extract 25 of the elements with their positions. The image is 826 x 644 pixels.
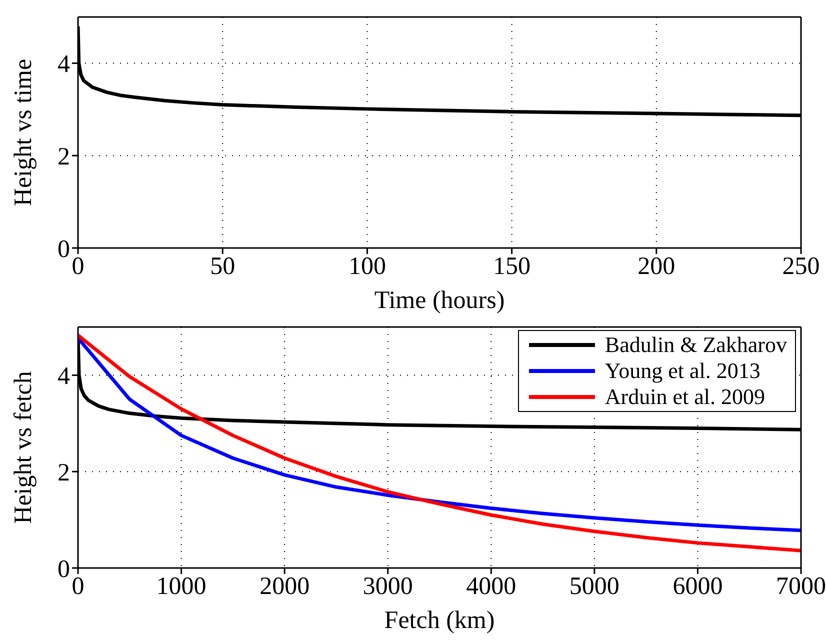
y-tick-label: 4 [58, 363, 70, 390]
x-tick-label: 7000 [776, 572, 826, 600]
y-tick-label: 2 [58, 459, 70, 486]
y-tick-label: 0 [58, 556, 70, 583]
x-tick-label: 5000 [569, 572, 620, 600]
x-tick-label: 1000 [156, 572, 206, 600]
x-tick-label: 100 [348, 252, 386, 280]
y-tick-label: 4 [58, 51, 70, 78]
x-tick-label: 50 [210, 252, 236, 280]
x-tick-label: 3000 [362, 572, 413, 600]
y-tick-label: 2 [58, 143, 70, 170]
x-tick-label: 150 [493, 252, 531, 280]
x-tick-label: 6000 [672, 572, 723, 600]
x-tick-label: 200 [638, 252, 676, 280]
x-tick-label: 2000 [260, 572, 310, 600]
y-axis-title: Height vs time [10, 58, 37, 206]
x-tick-label: 250 [782, 252, 820, 280]
x-axis-title: Time (hours) [374, 287, 505, 314]
x-tick-label: 4000 [466, 572, 516, 600]
y-tick-label: 0 [58, 236, 70, 263]
legend-label: Arduin et al. 2009 [604, 384, 766, 410]
legend-label: Badulin & Zakharov [604, 332, 787, 358]
y-axis-title: Height vs fetch [10, 370, 37, 524]
x-axis-title: Fetch (km) [384, 607, 495, 634]
legend-label: Young et al. 2013 [604, 358, 760, 384]
